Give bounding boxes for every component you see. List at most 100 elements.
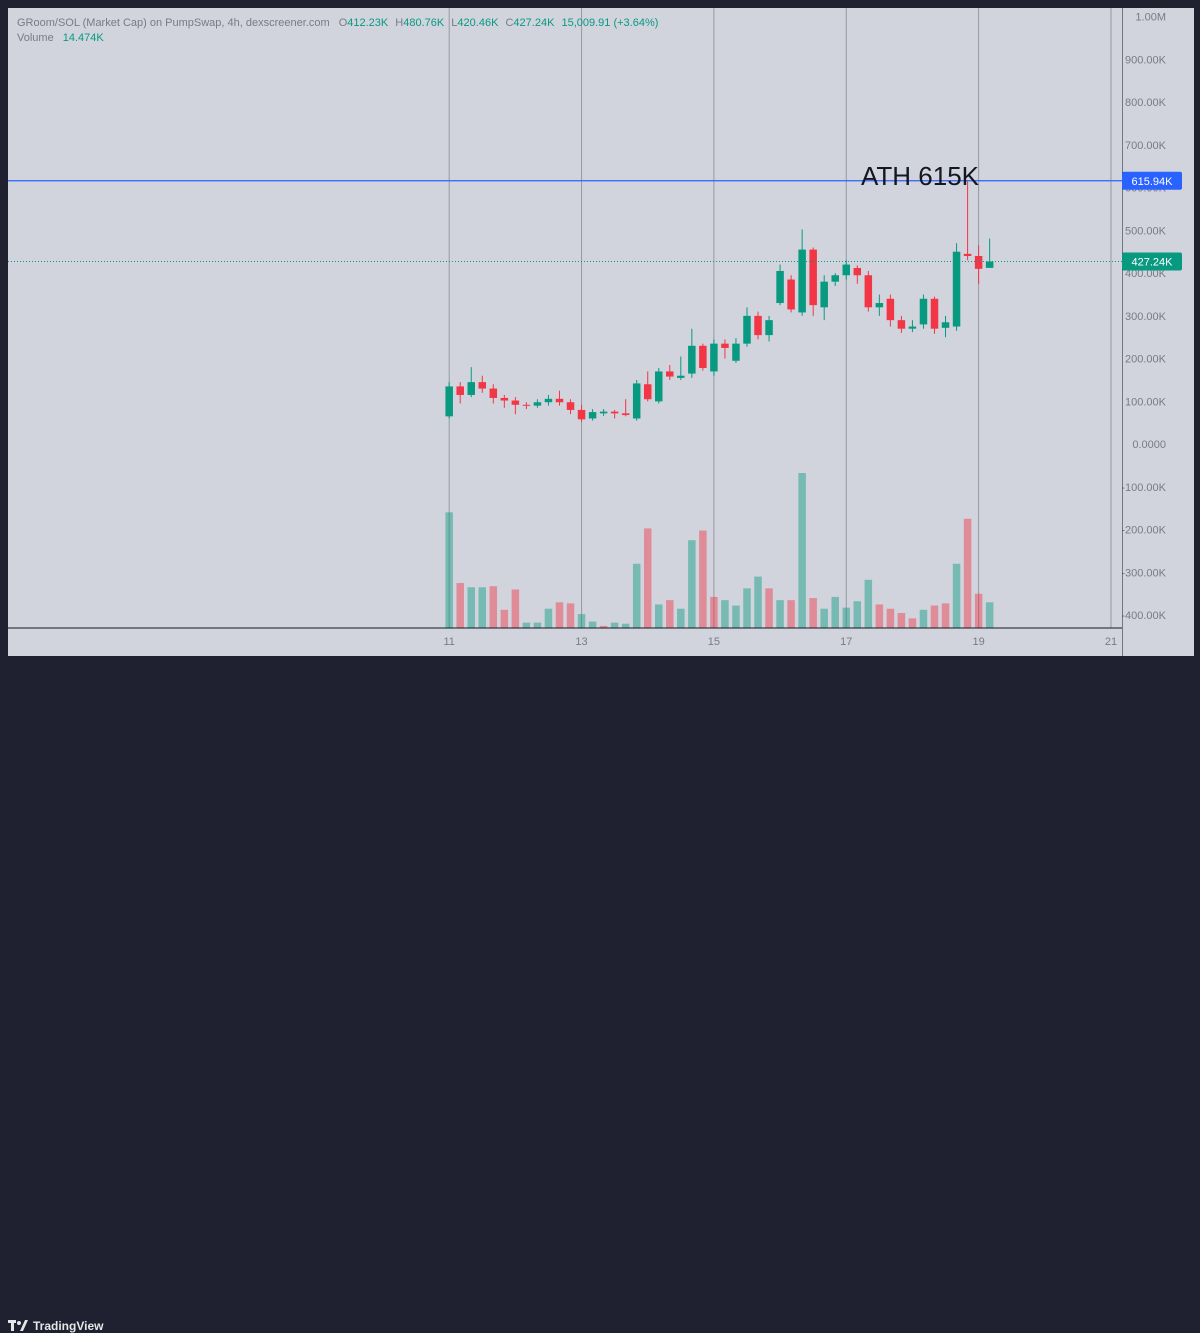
candle-body [897,320,906,329]
candle-body [566,402,575,410]
symbol-title[interactable]: GRoom/SOL (Market Cap) on PumpSwap, 4h, … [17,17,330,29]
chart-window: ATH 615K 11131517192112:00 GRoom/SOL (Ma… [0,8,1200,1333]
candle [500,394,509,408]
volume-bar [853,601,862,628]
candle-body [754,315,762,336]
candle [776,264,784,306]
tradingview-logo[interactable]: TradingView [8,1319,103,1333]
candle-body [621,413,630,416]
volume-bar [610,622,619,628]
chart-pane[interactable]: ATH 615K 11131517192112:00 GRoom/SOL (Ma… [8,8,1122,656]
volume-bar [930,605,939,628]
candle [930,296,939,334]
candle [941,315,950,338]
volume-bar [632,563,641,628]
y-tick-label: 400.00K [1125,268,1167,280]
candle [754,311,762,340]
candle [875,294,884,316]
level-layer [8,180,1122,262]
volume-bar [666,600,674,628]
candle [963,180,972,261]
last-price-tag-box [1122,252,1182,271]
x-axis: 11131517192112:00 [8,627,1122,648]
candle-body [577,409,586,420]
candle-body [533,402,542,406]
candle-body [930,298,939,329]
candle [820,275,828,321]
candle [886,294,895,327]
candle [919,294,928,329]
price-scale-svg[interactable]: 1.00M900.00K800.00K700.00K600.00K500.00K… [1121,8,1194,656]
candle-body [710,343,718,372]
candle [699,343,707,371]
y-tick-label: 700.00K [1125,140,1167,152]
volume-label[interactable]: Volume [17,32,54,44]
price-chart[interactable]: ATH 615K 11131517192112:00 [8,8,1122,656]
candle [952,243,961,331]
volume-bar [710,596,718,628]
x-tick-label: 15 [708,636,720,648]
candle-body [952,251,961,327]
brand-label: TradingView [33,1319,104,1333]
volume-value: 14.474K [62,32,104,44]
candle [522,402,531,410]
ath-level-tag-box [1122,171,1182,190]
candle-body [919,298,928,325]
close-label: C [505,17,514,29]
candle-body [544,398,553,403]
candle-body [732,343,740,361]
y-tick-label: 500.00K [1125,225,1167,237]
candle [632,380,641,421]
volume-bar [776,600,784,628]
volume-bar [875,604,884,628]
candle [985,238,994,268]
candle [610,409,619,419]
volume-bar [478,587,487,628]
candle [621,399,630,417]
volume-bar [831,596,839,628]
volume-bar [555,602,564,628]
volume-bar [963,518,972,628]
price-scale[interactable]: 1.00M900.00K800.00K700.00K600.00K500.00K… [1121,8,1194,656]
candle-body [908,326,917,329]
candle-body [610,411,619,414]
footer-bar: TradingView [0,656,1200,1333]
high-label: H [395,17,404,29]
volume-bar [842,607,851,628]
candle-layer [445,180,994,422]
candle [566,399,575,415]
volume-bar [655,604,663,628]
candle-body [445,386,453,417]
volume-bar [522,622,531,628]
candle-body [489,388,498,398]
volume-bar [621,623,630,628]
candle-body [886,298,895,321]
volume-bar [566,603,575,628]
volume-bar [445,512,453,628]
candle-body [985,261,994,268]
candle-body [500,397,509,401]
candle [643,371,652,402]
candle [489,384,498,404]
candle [511,397,520,415]
high-value: 480.76K [403,17,445,29]
volume-bar [588,621,597,628]
volume-bar [533,622,542,628]
candle-body [820,281,828,308]
open-label: O [338,17,348,29]
y-tick-label: 300.00K [1125,311,1167,323]
volume-bar [974,593,983,628]
candle [897,315,906,333]
candle [655,368,663,404]
candle-body [456,386,464,395]
volume-bar [699,530,707,628]
candle-body [699,345,707,369]
volume-layer [445,473,994,628]
volume-bar [721,600,729,628]
x-tick-label: 21 [1105,636,1117,648]
candle [908,320,917,333]
x-tick-label: 11 [443,636,454,648]
y-tick-label: 800.00K [1125,97,1167,109]
candle [842,260,851,280]
candle [533,399,542,408]
